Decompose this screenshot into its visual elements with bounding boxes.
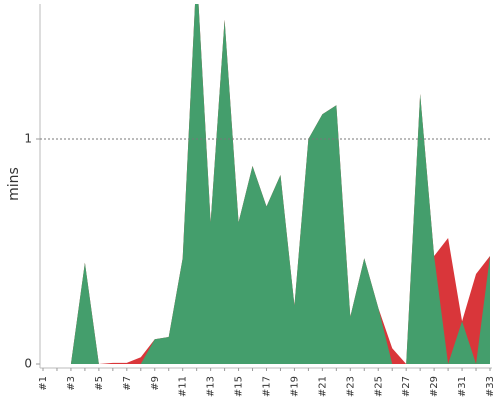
x-tick-label: #27 (401, 376, 412, 397)
x-tick-label: #15 (234, 376, 245, 397)
x-tick-label: #5 (94, 376, 105, 391)
x-tick-label: #1 (38, 376, 49, 391)
x-tick-label: #17 (262, 376, 273, 397)
x-tick-label: #21 (317, 376, 328, 397)
x-tick-label: #25 (373, 376, 384, 397)
plot-area (43, 4, 490, 364)
y-tick-label: 1 (24, 132, 32, 146)
x-tick-label: #33 (485, 376, 496, 397)
x-tick-label: #31 (457, 376, 468, 397)
x-tick-label: #13 (206, 376, 217, 397)
x-tick-label: #3 (66, 376, 77, 391)
x-tick-label: #29 (429, 376, 440, 397)
y-axis-label: mins (6, 167, 22, 201)
y-tick-label: 0 (24, 357, 32, 371)
x-tick-label: #19 (289, 376, 300, 397)
x-tick-label: #23 (345, 376, 356, 397)
x-tick-label: #11 (178, 376, 189, 397)
area (43, 4, 490, 364)
x-tick-label: #9 (150, 376, 161, 391)
x-tick-label: #7 (122, 376, 133, 391)
